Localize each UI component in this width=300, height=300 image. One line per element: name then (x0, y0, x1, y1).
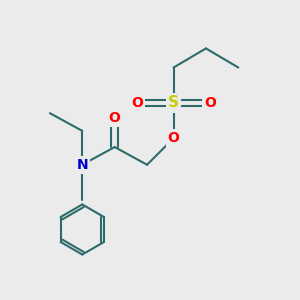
Text: O: O (131, 96, 143, 110)
Text: N: N (76, 158, 88, 172)
Text: O: O (109, 111, 121, 124)
Text: O: O (168, 131, 179, 145)
Text: O: O (204, 96, 216, 110)
Text: S: S (168, 95, 179, 110)
